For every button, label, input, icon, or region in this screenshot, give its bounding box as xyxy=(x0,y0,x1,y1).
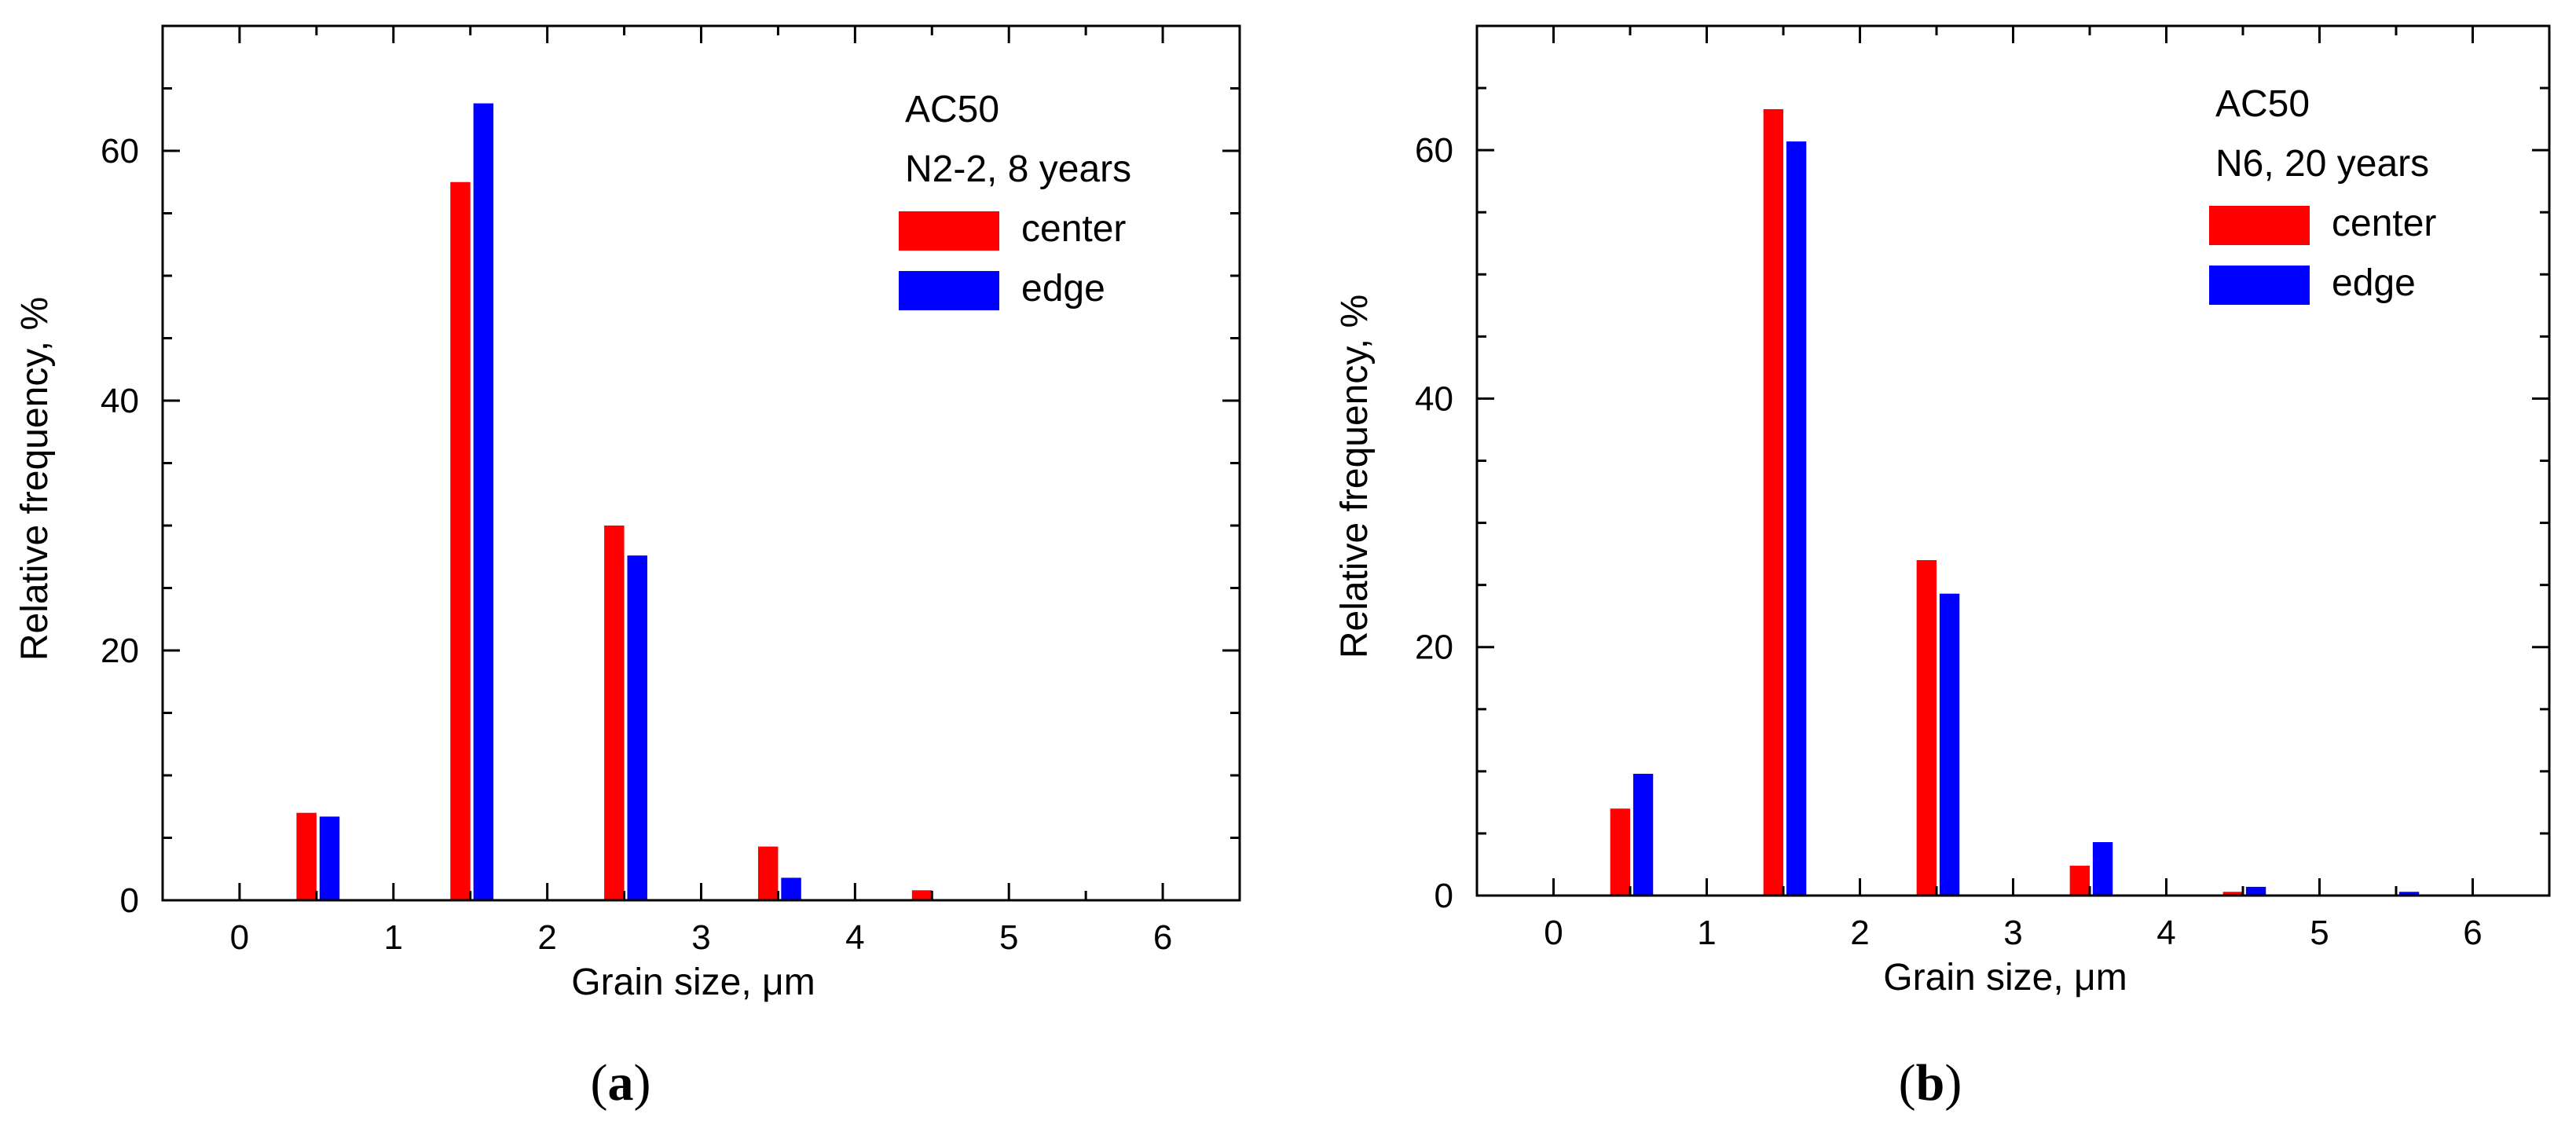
y-tick-label: 40 xyxy=(101,382,139,420)
x-tick-label: 1 xyxy=(1697,914,1716,952)
bar-center-3 xyxy=(2069,866,2090,896)
bar-center-0 xyxy=(1610,808,1630,896)
bar-edge-1 xyxy=(473,103,494,900)
bar-center-1 xyxy=(1763,108,1783,896)
legend-label-center: center xyxy=(1021,208,1126,250)
bar-edge-5 xyxy=(2398,892,2420,896)
legend-label-edge: edge xyxy=(1021,268,1105,310)
bar-edge-3 xyxy=(781,877,801,900)
panel-label: (a) xyxy=(591,1054,651,1112)
x-axis-title: Grain size, μm xyxy=(571,962,815,1003)
legend-label-edge: edge xyxy=(2332,262,2416,304)
legend-title-line: AC50 xyxy=(2215,83,2310,125)
legend-title-line: N2-2, 8 years xyxy=(905,148,1131,190)
bar-center-1 xyxy=(450,181,471,900)
x-tick-label: 0 xyxy=(1544,914,1563,952)
legend-swatch-center xyxy=(2209,206,2310,245)
bar-center-2 xyxy=(1916,560,1937,896)
legend-swatch-edge xyxy=(899,271,999,310)
bar-edge-2 xyxy=(1939,593,1960,896)
bar-edge-2 xyxy=(627,555,647,900)
x-tick-label: 3 xyxy=(691,918,710,957)
panel-label-letter: a xyxy=(608,1054,634,1112)
legend-title-line: AC50 xyxy=(905,89,999,130)
bar-edge-0 xyxy=(1632,774,1654,896)
legend-swatch-center xyxy=(899,211,999,251)
x-tick-label: 4 xyxy=(845,918,864,957)
y-tick-label: 0 xyxy=(1435,877,1453,915)
x-tick-label: 2 xyxy=(1850,914,1869,952)
x-tick-label: 4 xyxy=(2156,914,2175,952)
bar-center-3 xyxy=(757,846,779,900)
y-tick-label: 20 xyxy=(101,632,139,670)
x-tick-label: 5 xyxy=(999,918,1018,957)
y-tick-label: 40 xyxy=(1415,379,1453,418)
panel-label-letter: b xyxy=(1916,1054,1945,1112)
panel-label-close: ) xyxy=(634,1054,651,1112)
x-tick-label: 5 xyxy=(2310,914,2329,952)
x-tick-label: 3 xyxy=(2003,914,2022,952)
bar-edge-0 xyxy=(319,816,340,900)
x-axis-title: Grain size, μm xyxy=(1883,957,2127,998)
bar-center-4 xyxy=(2222,892,2243,896)
panel-label-close: ) xyxy=(1944,1054,1962,1112)
bar-center-2 xyxy=(604,526,625,900)
bar-edge-3 xyxy=(2092,841,2113,896)
legend-title-line: N6, 20 years xyxy=(2215,143,2429,185)
y-tick-label: 60 xyxy=(101,132,139,170)
y-tick-label: 0 xyxy=(120,881,139,920)
y-axis-title: Relative frequency, % xyxy=(14,297,56,661)
legend: AC50 N6, 20 years center edge xyxy=(2209,83,2436,305)
panel-label: (b) xyxy=(1899,1054,1962,1112)
bar-edge-4 xyxy=(2245,886,2266,896)
legend: AC50 N2-2, 8 years center edge xyxy=(899,89,1131,310)
x-tick-label: 6 xyxy=(1153,918,1172,957)
bar-center-4 xyxy=(911,890,933,900)
panel-label-open: ( xyxy=(1899,1054,1916,1112)
x-tick-label: 6 xyxy=(2463,914,2482,952)
y-tick-label: 20 xyxy=(1415,628,1453,667)
bar-center-0 xyxy=(296,812,317,900)
legend-swatch-edge xyxy=(2209,266,2310,305)
panel-label-open: ( xyxy=(591,1054,608,1112)
x-tick-label: 1 xyxy=(384,918,403,957)
x-tick-label: 0 xyxy=(230,918,249,957)
x-tick-label: 2 xyxy=(537,918,556,957)
y-tick-label: 60 xyxy=(1415,131,1453,170)
bar-edge-1 xyxy=(1786,141,1807,896)
y-axis-title: Relative frequency, % xyxy=(1334,295,1376,658)
legend-label-center: center xyxy=(2332,203,2436,244)
